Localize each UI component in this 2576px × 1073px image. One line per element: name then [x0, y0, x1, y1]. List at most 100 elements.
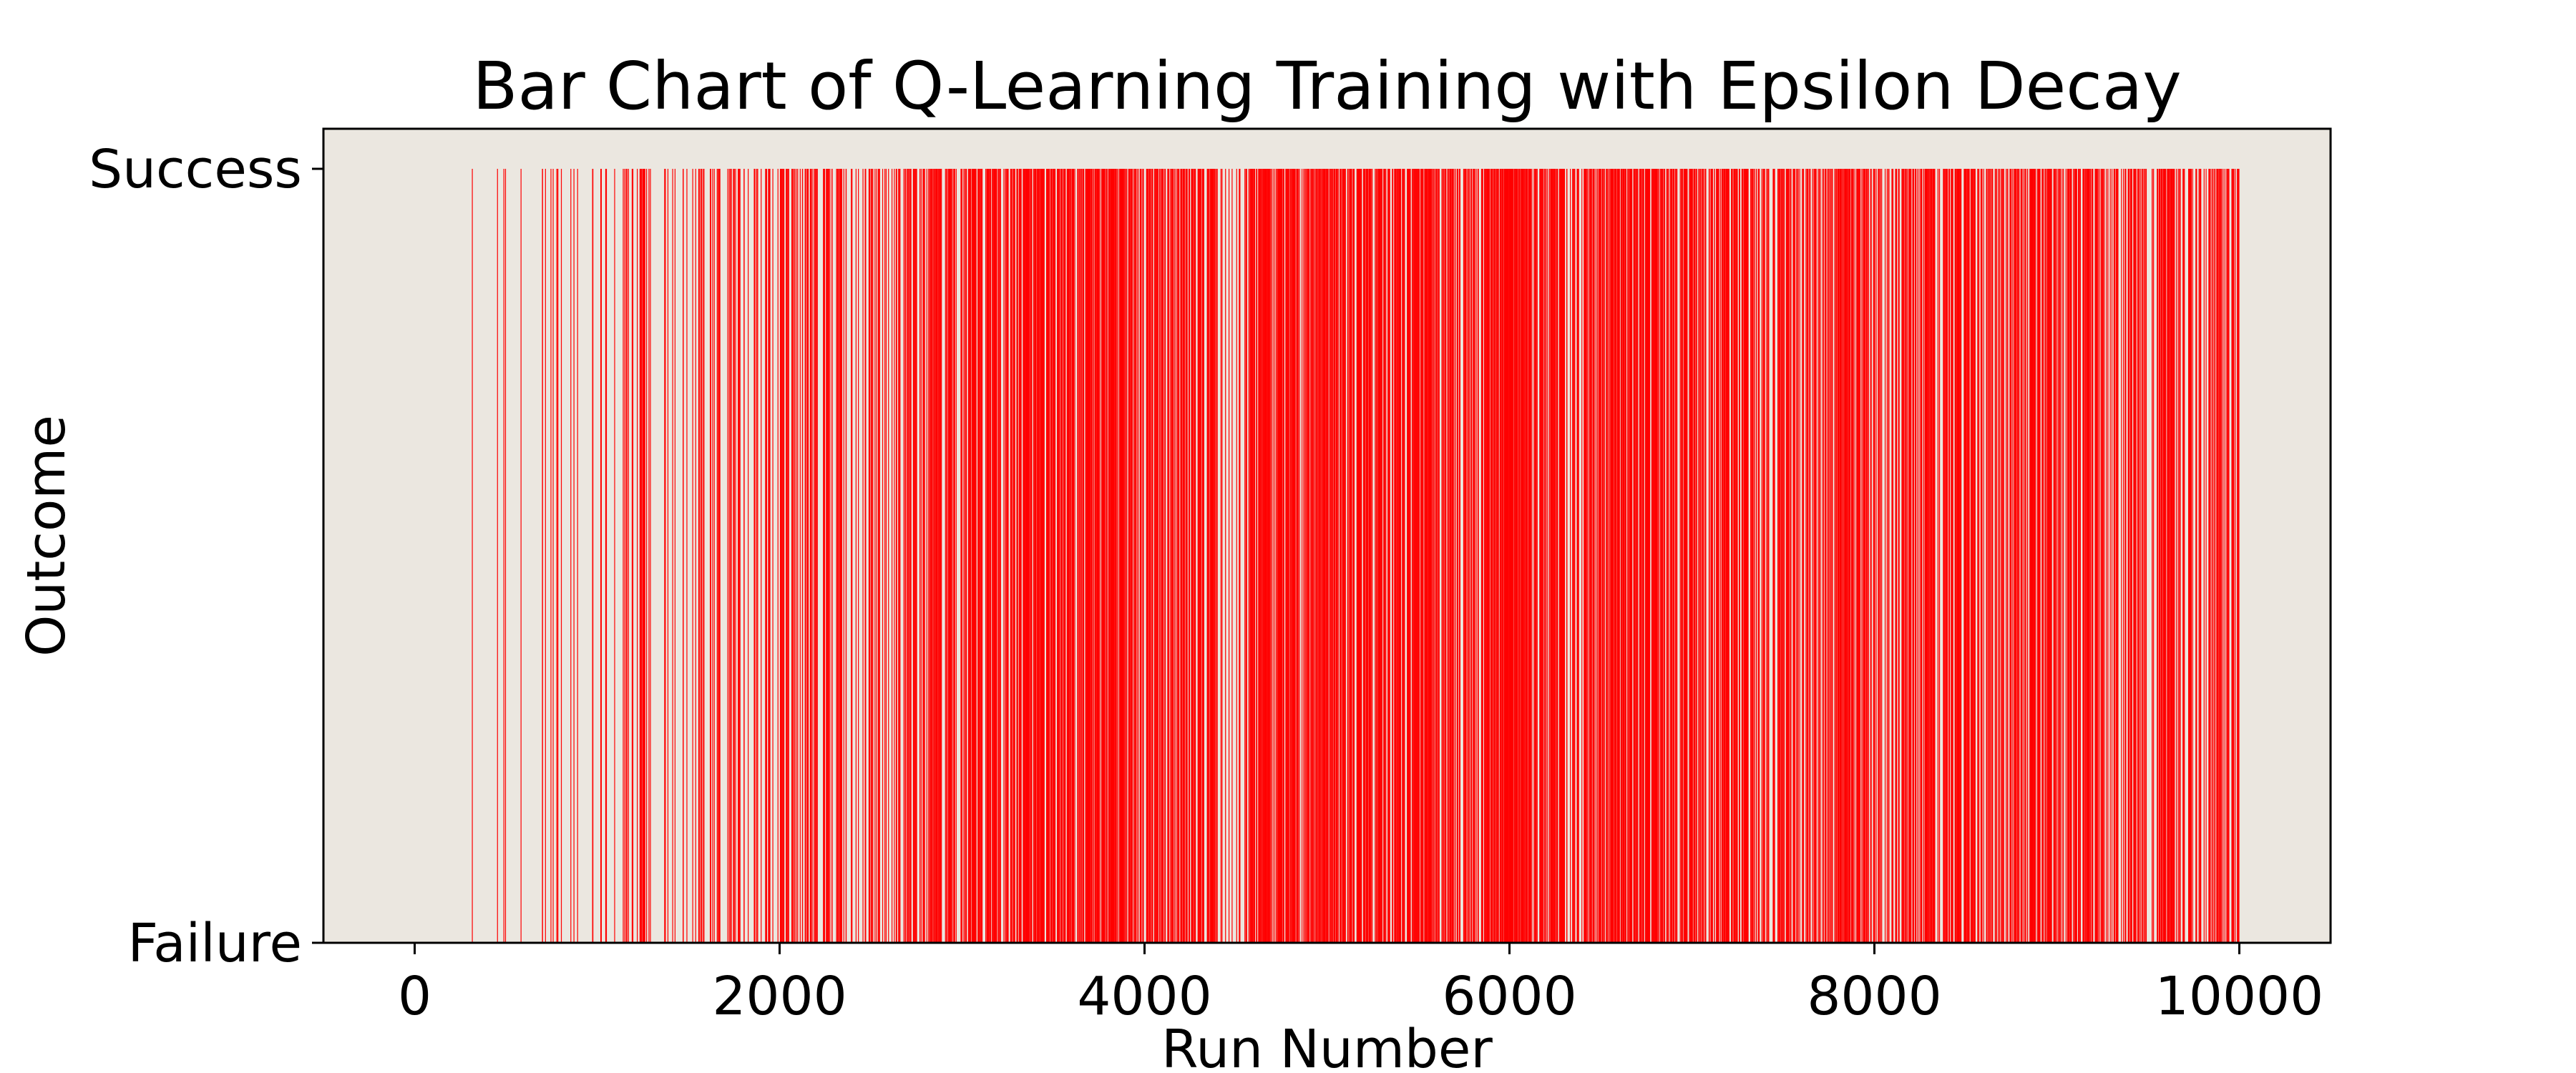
success-bar: [948, 169, 950, 943]
success-bar: [1783, 169, 1785, 943]
y-tick-label: Failure: [128, 913, 302, 974]
success-bar: [1903, 169, 1905, 943]
y-tick-label: Success: [89, 139, 302, 200]
success-bar: [1584, 169, 1586, 943]
success-bar: [1685, 169, 1687, 943]
success-bar: [1427, 169, 1428, 943]
success-bar: [2058, 169, 2059, 943]
success-bar: [1910, 169, 1911, 943]
success-bar: [1435, 169, 1438, 943]
success-bar: [1840, 169, 1842, 943]
success-bar: [777, 169, 779, 943]
success-bar: [1343, 169, 1345, 943]
success-bar: [719, 169, 721, 943]
success-bar: [978, 169, 980, 943]
success-bar: [1758, 169, 1760, 943]
success-bar: [797, 169, 799, 943]
success-bar: [1551, 169, 1553, 943]
success-bar: [975, 169, 977, 943]
success-bar: [1692, 169, 1693, 943]
success-bar: [1174, 169, 1175, 943]
success-bar: [1694, 169, 1696, 943]
success-bar: [1453, 169, 1454, 943]
success-bar: [2044, 169, 2046, 943]
success-bar: [1901, 169, 1903, 943]
success-bar: [1544, 169, 1546, 943]
success-bar: [2041, 169, 2043, 943]
success-bar: [2153, 169, 2155, 943]
success-bar: [640, 169, 643, 943]
success-bar: [2037, 169, 2039, 943]
success-bar: [799, 169, 801, 943]
success-bar: [1863, 169, 1865, 943]
success-bar: [2114, 169, 2116, 943]
success-bars: [472, 169, 2240, 943]
success-bar: [2142, 169, 2144, 943]
success-bar: [1019, 169, 1020, 943]
success-bar: [1879, 169, 1880, 943]
success-bar: [1629, 169, 1631, 943]
success-bar: [1063, 169, 1065, 943]
success-bar: [1199, 169, 1201, 943]
success-bar: [1968, 169, 1970, 943]
success-bar: [1485, 169, 1487, 943]
success-bar: [1383, 169, 1385, 943]
success-bar: [1667, 169, 1668, 943]
success-bar: [1176, 169, 1178, 943]
success-bar: [1960, 169, 1961, 943]
success-bar: [1561, 169, 1562, 943]
success-bar: [1413, 169, 1414, 943]
success-bar: [2228, 169, 2229, 943]
success-bar: [989, 169, 990, 943]
success-bar: [1825, 169, 1827, 943]
success-bar: [1209, 169, 1211, 943]
success-bar: [1468, 169, 1469, 943]
success-bar: [1207, 169, 1209, 943]
success-bar: [807, 169, 809, 943]
success-bar: [1172, 169, 1174, 943]
success-bar: [1495, 169, 1496, 943]
success-bar: [2183, 169, 2185, 943]
success-bar: [712, 169, 713, 943]
success-bar: [552, 169, 554, 943]
success-bar: [1252, 169, 1254, 943]
success-bar: [727, 169, 728, 943]
success-bar: [1552, 169, 1553, 943]
success-bar: [2130, 169, 2132, 943]
success-bar: [1971, 169, 1974, 943]
success-bar: [1541, 169, 1542, 943]
success-bar: [2070, 169, 2072, 943]
success-bar: [1287, 169, 1288, 943]
success-bar: [1202, 169, 1204, 943]
success-bar: [643, 169, 645, 943]
success-bar: [1151, 169, 1152, 943]
success-bar: [1007, 169, 1008, 943]
success-bar: [940, 169, 942, 943]
success-bar: [743, 169, 745, 943]
success-bar: [1601, 169, 1603, 943]
success-bar: [1409, 169, 1410, 943]
success-bar: [756, 169, 758, 943]
success-bar: [605, 169, 608, 943]
success-bar: [965, 169, 966, 943]
success-bar: [966, 169, 967, 943]
success-bar: [1974, 169, 1975, 943]
success-bar: [1662, 169, 1664, 943]
success-bar: [827, 169, 829, 943]
success-bar: [1873, 169, 1874, 943]
success-bar: [1745, 169, 1746, 943]
success-bar: [1642, 169, 1644, 943]
success-bar: [2163, 169, 2165, 943]
success-bar: [1856, 169, 1858, 943]
success-bar: [728, 169, 730, 943]
success-bar: [874, 169, 876, 943]
success-bar: [718, 169, 720, 943]
success-bar: [1358, 169, 1360, 943]
success-bar: [1093, 169, 1094, 943]
success-bar: [557, 169, 559, 943]
success-bar: [953, 169, 955, 943]
success-bar: [839, 169, 841, 943]
success-bar: [1324, 169, 1326, 943]
success-bar: [992, 169, 994, 943]
success-bar: [2171, 169, 2172, 943]
